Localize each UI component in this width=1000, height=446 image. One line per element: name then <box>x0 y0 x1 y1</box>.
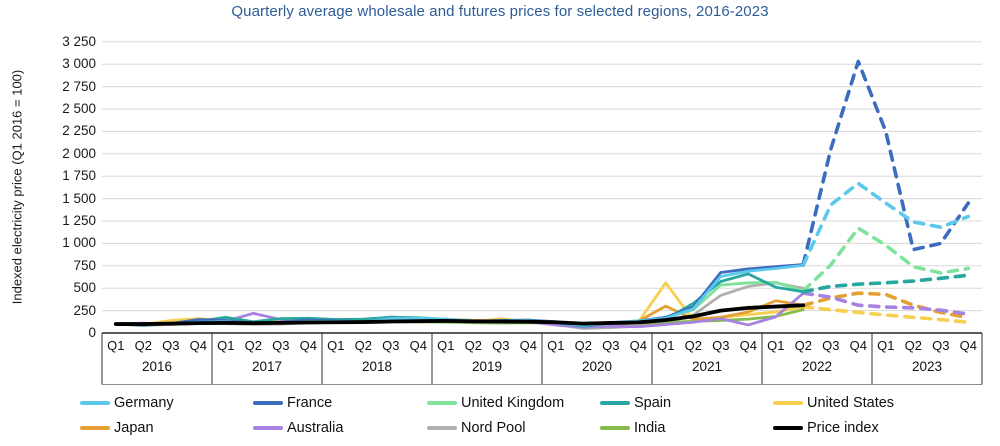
series-line-united-kingdom-futures <box>801 226 971 293</box>
series-line-germany-futures <box>801 181 971 268</box>
legend-swatch-united-states <box>773 400 803 406</box>
legend-item-japan: Japan <box>80 418 154 438</box>
y-tick-label: 1 500 <box>62 190 96 206</box>
legend-item-australia: Australia <box>253 418 343 438</box>
year-label: 2017 <box>251 359 283 374</box>
quarter-tick-label: Q4 <box>849 338 867 353</box>
legend-label: France <box>287 395 333 411</box>
legend-item-nord-pool: Nord Pool <box>427 418 525 438</box>
quarter-tick-label: Q3 <box>492 338 510 353</box>
quarter-tick-label: Q3 <box>382 338 400 353</box>
legend-item-spain: Spain <box>600 393 671 413</box>
legend-swatch-nord-pool <box>427 425 457 431</box>
legend-swatch-australia <box>253 425 283 431</box>
y-tick-label: 2 750 <box>62 78 96 94</box>
quarter-tick-label: Q4 <box>409 338 427 353</box>
series-line-japan-futures <box>801 291 971 320</box>
legend-item-germany: Germany <box>80 393 174 413</box>
quarter-tick-label: Q3 <box>602 338 620 353</box>
y-tick-label: 500 <box>73 280 96 296</box>
quarter-tick-label: Q1 <box>327 338 345 353</box>
quarter-tick-label: Q4 <box>959 338 977 353</box>
y-tick-label: 2 250 <box>62 123 96 139</box>
legend-swatch-germany <box>80 400 110 406</box>
legend-swatch-price-index <box>773 425 803 431</box>
legend-swatch-spain <box>600 400 630 406</box>
quarter-tick-label: Q4 <box>629 338 647 353</box>
year-label: 2016 <box>141 359 173 374</box>
quarter-tick-label: Q1 <box>657 338 675 353</box>
quarter-tick-label: Q1 <box>107 338 125 353</box>
quarter-tick-label: Q4 <box>299 338 317 353</box>
quarter-tick-label: Q4 <box>519 338 537 353</box>
quarter-tick-label: Q1 <box>217 338 235 353</box>
year-label: 2022 <box>801 359 833 374</box>
y-tick-label: 250 <box>73 302 96 318</box>
legend-label: Australia <box>287 420 344 436</box>
quarter-tick-label: Q2 <box>684 338 702 353</box>
y-tick-label: 2 500 <box>62 101 96 116</box>
legend-label: Nord Pool <box>461 420 526 436</box>
legend-swatch-india <box>600 425 630 431</box>
year-label: 2019 <box>471 359 503 374</box>
quarter-tick-label: Q4 <box>189 338 207 353</box>
legend-label: United States <box>807 395 895 411</box>
y-tick-label: 3 250 <box>62 33 96 49</box>
y-tick-label: 2 000 <box>62 145 96 161</box>
legend-label: Price index <box>807 420 879 436</box>
quarter-tick-label: Q2 <box>574 338 592 353</box>
quarter-tick-label: Q1 <box>877 338 895 353</box>
series-line-price-index <box>113 303 806 326</box>
legend-label: India <box>634 420 666 436</box>
year-label: 2020 <box>581 359 613 374</box>
series-line-united-states-futures <box>801 305 971 325</box>
quarter-tick-label: Q2 <box>134 338 152 353</box>
y-tick-label: 0 <box>88 325 96 340</box>
legend-item-france: France <box>253 393 332 413</box>
year-label: 2021 <box>691 359 723 374</box>
legend-label: United Kingdom <box>461 395 565 411</box>
y-tick-label: 750 <box>73 257 96 273</box>
legend-item-price-index: Price index <box>773 418 879 438</box>
quarter-tick-label: Q1 <box>437 338 455 353</box>
chart-title: Quarterly average wholesale and futures … <box>231 3 769 20</box>
year-label: 2018 <box>361 359 393 374</box>
legend-swatch-france <box>253 400 283 406</box>
legend-item-india: India <box>600 418 665 438</box>
legend-item-united-states: United States <box>773 393 894 413</box>
legend-label: Spain <box>634 395 672 411</box>
quarter-tick-label: Q4 <box>739 338 757 353</box>
quarter-tick-label: Q2 <box>354 338 372 353</box>
series-line-france-futures <box>801 59 971 267</box>
legend-label: Japan <box>114 420 154 436</box>
quarter-tick-label: Q3 <box>162 338 180 353</box>
y-tick-label: 1 250 <box>62 213 96 228</box>
y-tick-label: 1 750 <box>62 168 96 184</box>
legend-swatch-united-kingdom <box>427 400 457 406</box>
legend-swatch-japan <box>80 425 110 431</box>
quarter-tick-label: Q3 <box>822 338 840 353</box>
quarter-tick-label: Q2 <box>244 338 262 353</box>
quarter-tick-label: Q3 <box>932 338 950 353</box>
y-tick-label: 1 000 <box>62 235 96 251</box>
series-line-australia-futures <box>801 291 971 316</box>
series-line-spain-futures <box>801 273 971 294</box>
quarter-tick-label: Q2 <box>464 338 482 353</box>
quarter-tick-label: Q2 <box>904 338 922 353</box>
quarter-tick-label: Q3 <box>712 338 730 353</box>
legend-item-united-kingdom: United Kingdom <box>427 393 564 413</box>
quarter-tick-label: Q1 <box>767 338 785 353</box>
quarter-tick-label: Q2 <box>794 338 812 353</box>
year-label: 2023 <box>911 359 943 374</box>
quarter-tick-label: Q3 <box>272 338 290 353</box>
plot-svg <box>101 41 983 385</box>
y-tick-label: 3 000 <box>62 56 96 72</box>
legend-label: Germany <box>114 395 174 411</box>
quarter-tick-label: Q1 <box>547 338 565 353</box>
